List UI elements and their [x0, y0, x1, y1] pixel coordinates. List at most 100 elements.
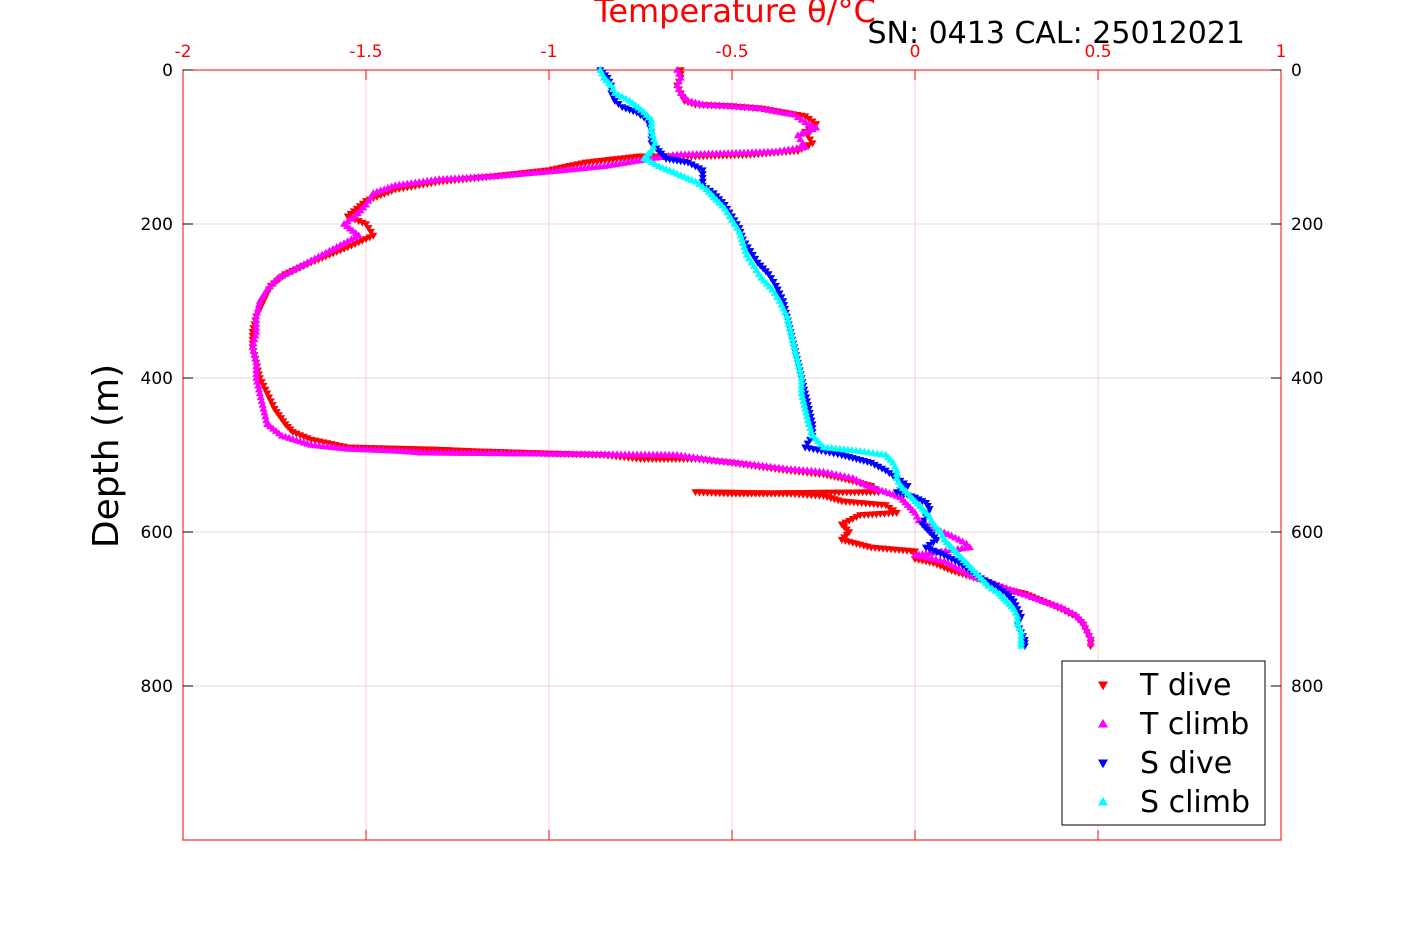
- data-point: [881, 502, 890, 510]
- data-point: [797, 381, 806, 389]
- data-point: [255, 389, 264, 397]
- data-point: [253, 308, 262, 316]
- data-point: [874, 463, 883, 471]
- data-point: [796, 369, 805, 377]
- x-tick-label-5: 0.5: [1084, 42, 1111, 62]
- data-point: [867, 459, 876, 467]
- data-point: [1086, 634, 1095, 642]
- data-point: [903, 483, 912, 490]
- data-point: [1017, 631, 1026, 639]
- data-point: [257, 396, 266, 404]
- data-point: [791, 346, 800, 354]
- data-point: [1017, 627, 1026, 635]
- data-point: [790, 343, 799, 350]
- data-point: [845, 517, 854, 525]
- data-point: [691, 177, 700, 185]
- data-point: [364, 225, 373, 233]
- data-point: [698, 182, 707, 190]
- data-point: [248, 343, 257, 350]
- data-point: [786, 327, 795, 335]
- data-point: [259, 382, 268, 390]
- x-tick-label-0: -2: [175, 42, 192, 62]
- data-point: [881, 467, 890, 475]
- data-point: [647, 115, 656, 123]
- data-point: [684, 159, 693, 167]
- data-point: [738, 239, 747, 247]
- data-point: [920, 517, 929, 525]
- data-point: [962, 539, 971, 547]
- data-point: [649, 135, 658, 143]
- data-point: [252, 373, 261, 381]
- data-point: [788, 335, 797, 343]
- data-point: [764, 271, 773, 279]
- data-point: [801, 113, 810, 121]
- data-point: [792, 350, 801, 358]
- data-point: [797, 385, 806, 393]
- data-point: [687, 161, 696, 169]
- data-point: [925, 506, 934, 514]
- data-point: [695, 165, 704, 173]
- x-axis-title: Temperature θ/°C: [593, 0, 876, 30]
- data-point: [804, 420, 813, 427]
- data-point: [841, 519, 850, 527]
- data-point: [925, 542, 934, 549]
- data-point: [698, 178, 707, 186]
- legend-label-2: S dive: [1140, 746, 1232, 781]
- data-point: [740, 242, 749, 250]
- data-point: [804, 115, 813, 123]
- y-right-tick-label-0: 0: [1291, 61, 1302, 81]
- data-point: [254, 385, 263, 393]
- data-point: [803, 412, 812, 420]
- data-point: [783, 316, 792, 324]
- data-point: [784, 319, 793, 327]
- data-point: [252, 369, 261, 377]
- data-point: [647, 119, 656, 127]
- y-right-tick-label-1: 200: [1291, 215, 1323, 235]
- data-point: [991, 583, 1000, 591]
- data-point: [1011, 602, 1020, 610]
- data-point: [1017, 641, 1026, 649]
- data-point: [647, 127, 656, 135]
- data-point: [806, 423, 815, 431]
- data-point: [695, 180, 704, 187]
- data-point: [929, 539, 938, 547]
- data-point: [797, 373, 806, 381]
- data-point: [794, 362, 803, 370]
- legend: T dive T climb S dive S climb: [1061, 660, 1266, 826]
- data-point: [914, 496, 923, 504]
- data-point: [257, 379, 266, 387]
- data-point: [347, 214, 356, 222]
- data-point: [252, 327, 261, 335]
- data-point: [800, 400, 809, 408]
- legend-marker-1: [1098, 718, 1108, 728]
- legend-marker-3: [1098, 796, 1108, 806]
- data-point: [777, 294, 786, 302]
- data-point: [260, 408, 269, 416]
- legend-marker-0: [1098, 681, 1108, 691]
- data-point: [698, 175, 707, 182]
- data-point: [249, 346, 258, 354]
- data-point: [648, 131, 657, 139]
- data-point: [940, 552, 949, 560]
- data-point: [785, 323, 794, 331]
- serial-calibration-label: SN: 0413 CAL: 25012021: [867, 16, 1245, 51]
- data-point: [885, 470, 894, 478]
- data-point: [947, 556, 956, 564]
- data-point: [1013, 612, 1022, 620]
- y-left-tick-label-0: 0: [162, 61, 173, 81]
- data-point: [249, 339, 258, 347]
- legend-marker-2: [1098, 759, 1108, 769]
- data-point: [802, 408, 811, 416]
- data-point: [262, 416, 271, 424]
- data-point: [261, 386, 270, 394]
- y-left-tick-label-2: 400: [141, 369, 173, 389]
- data-point: [265, 394, 274, 402]
- left-axis: 0 200 400 600 800: [141, 61, 193, 697]
- data-point: [801, 404, 810, 412]
- data-point: [806, 436, 815, 444]
- data-point: [254, 300, 263, 308]
- data-point: [263, 390, 272, 398]
- data-point: [1013, 616, 1022, 624]
- y-right-tick-label-4: 800: [1291, 677, 1323, 697]
- data-point: [803, 416, 812, 424]
